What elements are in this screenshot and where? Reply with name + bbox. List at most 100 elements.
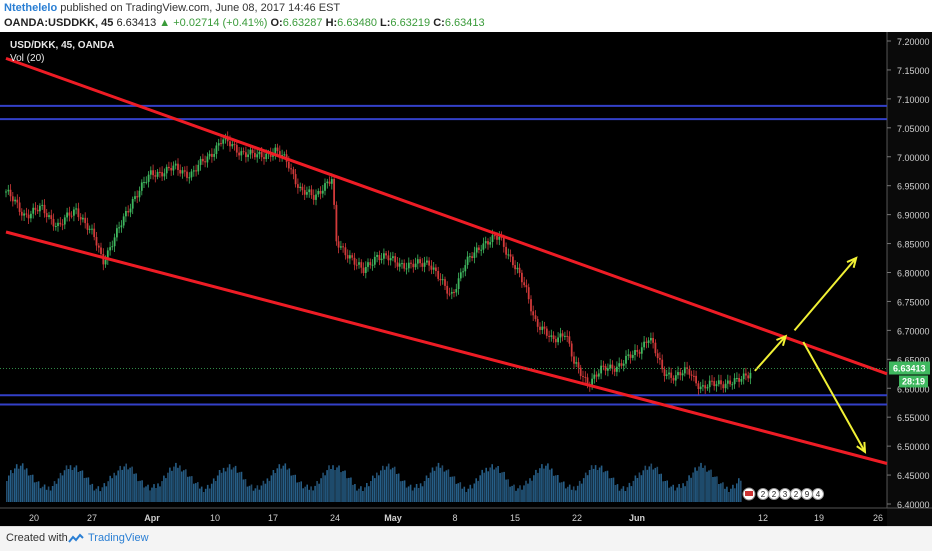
created-with-text: Created with <box>6 532 68 544</box>
candle-body <box>652 338 654 343</box>
candle-body <box>290 168 292 170</box>
candle-body <box>222 139 225 144</box>
candle-body <box>498 236 501 240</box>
candle-body <box>319 191 322 194</box>
volume-bar <box>346 478 348 502</box>
candle-body <box>674 375 677 381</box>
volume-bar <box>557 475 559 502</box>
y-tick-label: 7.10000 <box>897 95 930 105</box>
volume-bar <box>670 486 672 502</box>
volume-bar <box>175 462 177 502</box>
y-tick-label: 7.20000 <box>897 37 930 47</box>
volume-bar <box>256 485 259 502</box>
candle-body <box>548 335 550 337</box>
volume-bar <box>234 465 237 502</box>
volume-bar <box>662 481 664 502</box>
candle-body <box>335 204 338 242</box>
candle-body <box>683 367 686 374</box>
candle-body <box>421 263 424 267</box>
volume-bar <box>240 471 243 502</box>
projection-arrow-head[interactable] <box>776 334 788 347</box>
projection-arrow-head[interactable] <box>846 256 858 268</box>
candle-body <box>73 209 75 216</box>
candle-body <box>747 375 750 379</box>
volume-bar <box>17 468 20 502</box>
candle-body <box>650 338 652 341</box>
volume-bar <box>541 464 543 502</box>
volume-bar <box>664 481 666 502</box>
volume-bar <box>290 475 293 502</box>
projection-arrow-shaft[interactable] <box>793 257 857 332</box>
volume-bar <box>260 485 263 502</box>
volume-bar <box>210 483 213 502</box>
volume-bar <box>443 471 446 502</box>
price-chart[interactable]: 7.20000 7.15000 7.10000 7.05000 7.00000 6.950… <box>0 32 932 526</box>
candle-body <box>437 271 440 279</box>
volume-bar <box>586 475 589 502</box>
volume-bar <box>374 478 376 502</box>
volume-bar <box>328 465 330 502</box>
candle-body <box>93 228 96 238</box>
channel-lower-trendline[interactable] <box>5 230 888 465</box>
candle-body <box>448 293 451 295</box>
volume-bar <box>89 484 92 502</box>
volume-bar <box>324 475 326 502</box>
y-tick-label: 6.80000 <box>897 269 930 279</box>
candle-body <box>502 237 505 247</box>
candle-body <box>428 260 430 266</box>
candle-body <box>188 177 191 179</box>
y-tick-label: 6.70000 <box>897 326 930 336</box>
volume-bar <box>155 488 157 502</box>
candle-body <box>159 171 161 173</box>
volume-bar <box>296 482 298 502</box>
candle-body <box>100 247 102 254</box>
projection-arrow-head[interactable] <box>856 441 867 454</box>
candle-body <box>346 255 349 259</box>
volume-bar <box>437 462 440 502</box>
volume-bar <box>236 472 239 502</box>
volume-bar <box>302 488 304 502</box>
volume-bar <box>123 466 125 502</box>
event-marker[interactable] <box>812 488 824 500</box>
candle-body <box>444 279 446 286</box>
chart-area[interactable]: 7.20000 7.15000 7.10000 7.05000 7.00000 6.950… <box>0 32 932 526</box>
volume-bar <box>242 479 245 502</box>
candle-body <box>177 163 179 170</box>
candle-body <box>378 255 381 261</box>
candle-body <box>462 271 464 273</box>
volume-bar <box>628 482 631 502</box>
volume-bar <box>441 465 444 502</box>
volume-bar <box>616 484 619 502</box>
volume-bar <box>487 471 489 502</box>
candle-body <box>672 378 675 381</box>
candle-body <box>618 363 621 367</box>
volume-bar <box>173 466 175 502</box>
volume-bar <box>740 480 742 502</box>
tradingview-brand-link[interactable]: TradingView <box>88 532 149 544</box>
projection-arrow-shaft[interactable] <box>802 341 866 453</box>
channel-upper-trendline[interactable] <box>5 56 888 376</box>
candle-body <box>414 263 417 268</box>
candle-body <box>131 199 134 209</box>
candle-body <box>453 292 455 293</box>
x-tick-label: 10 <box>210 513 220 523</box>
volume-bar <box>642 470 645 502</box>
volume-bar <box>366 483 368 502</box>
volume-bar <box>403 480 406 502</box>
candle-body <box>231 144 234 147</box>
volume-bar <box>401 480 404 502</box>
candle-body <box>654 342 657 354</box>
candle-body <box>360 262 363 268</box>
volume-bar <box>230 469 233 502</box>
volume-bar <box>310 486 312 502</box>
volume-bar <box>537 472 539 502</box>
volume-bar <box>413 487 416 502</box>
author-name[interactable]: Ntethelelo <box>4 2 58 14</box>
candle-body <box>113 237 116 247</box>
projection-arrow-shaft[interactable] <box>754 335 787 372</box>
candle-body <box>380 258 383 261</box>
candle-body <box>398 263 401 267</box>
volume-bar <box>686 480 688 502</box>
tradingview-logo-icon[interactable] <box>68 533 84 544</box>
candle-body <box>292 169 295 175</box>
